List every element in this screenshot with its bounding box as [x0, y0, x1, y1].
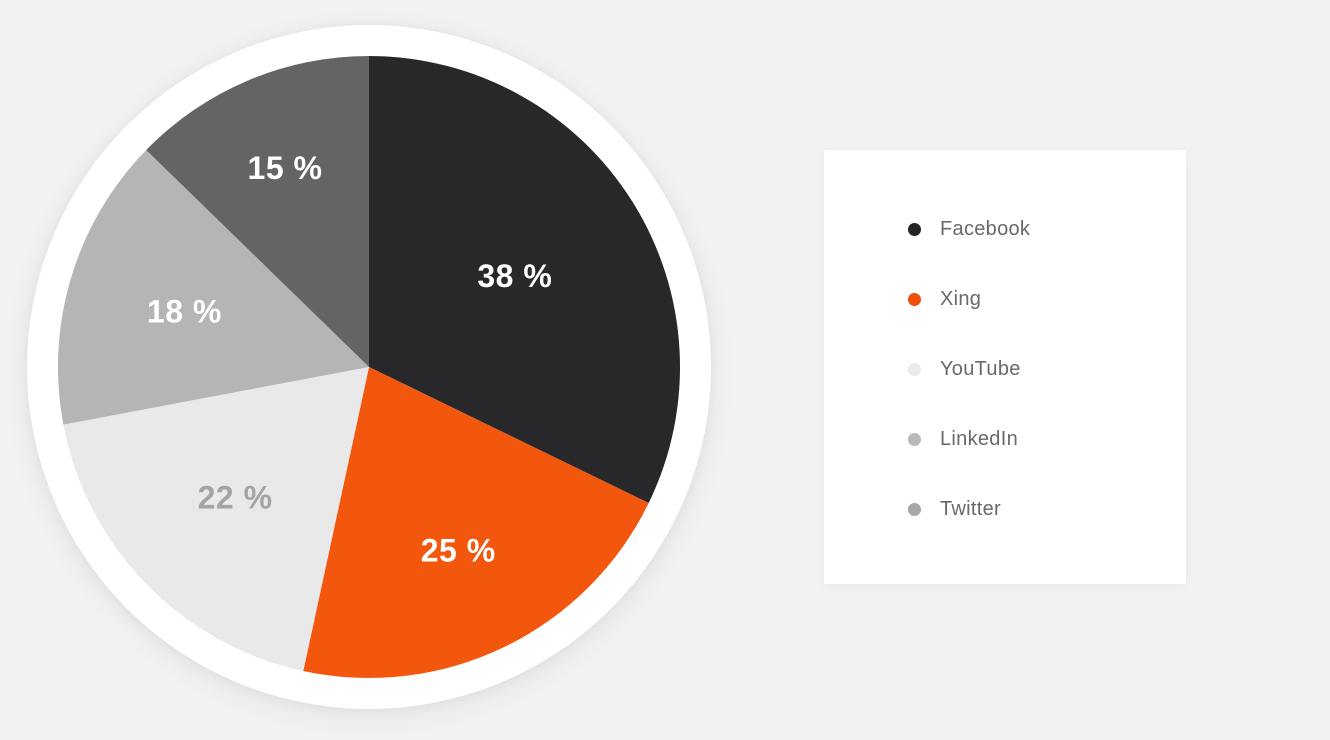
legend-dot-icon — [908, 502, 921, 516]
legend-dot-icon — [908, 362, 921, 376]
legend-item-xing: Xing — [824, 264, 1186, 334]
pie-slice-label-facebook: 38 % — [477, 258, 552, 294]
pie-slice-twitter — [146, 56, 369, 367]
legend-item-label: Facebook — [940, 217, 1031, 240]
pie-slice-label-twitter: 15 % — [248, 150, 323, 186]
legend-item-linkedin: LinkedIn — [824, 404, 1186, 474]
pie-slice-linkedin — [58, 150, 369, 425]
legend-item-label: LinkedIn — [940, 427, 1019, 450]
legend-dot-icon — [908, 222, 921, 236]
pie-slice-label-youtube: 22 % — [198, 479, 273, 515]
legend-list: Facebook Xing YouTube LinkedIn Twitter — [824, 194, 1186, 544]
pie-slice-label-xing: 25 % — [421, 533, 496, 569]
legend-item-facebook: Facebook — [824, 194, 1186, 264]
legend-item-label: YouTube — [940, 357, 1021, 380]
legend: Facebook Xing YouTube LinkedIn Twitter — [824, 150, 1186, 584]
legend-item-youtube: YouTube — [824, 334, 1186, 404]
pie-slice-label-linkedin: 18 % — [147, 293, 222, 329]
legend-dot-icon — [908, 292, 921, 306]
legend-item-label: Twitter — [940, 497, 1001, 520]
legend-dot-icon — [908, 432, 921, 446]
pie-chart: 38 % 25 % 22 % 18 % 15 % — [58, 56, 681, 678]
legend-item-label: Xing — [940, 287, 982, 310]
pie-slice-xing — [303, 367, 649, 678]
pie-slice-facebook — [369, 56, 681, 503]
pie-slice-youtube — [63, 367, 369, 671]
legend-item-twitter: Twitter — [824, 474, 1186, 544]
